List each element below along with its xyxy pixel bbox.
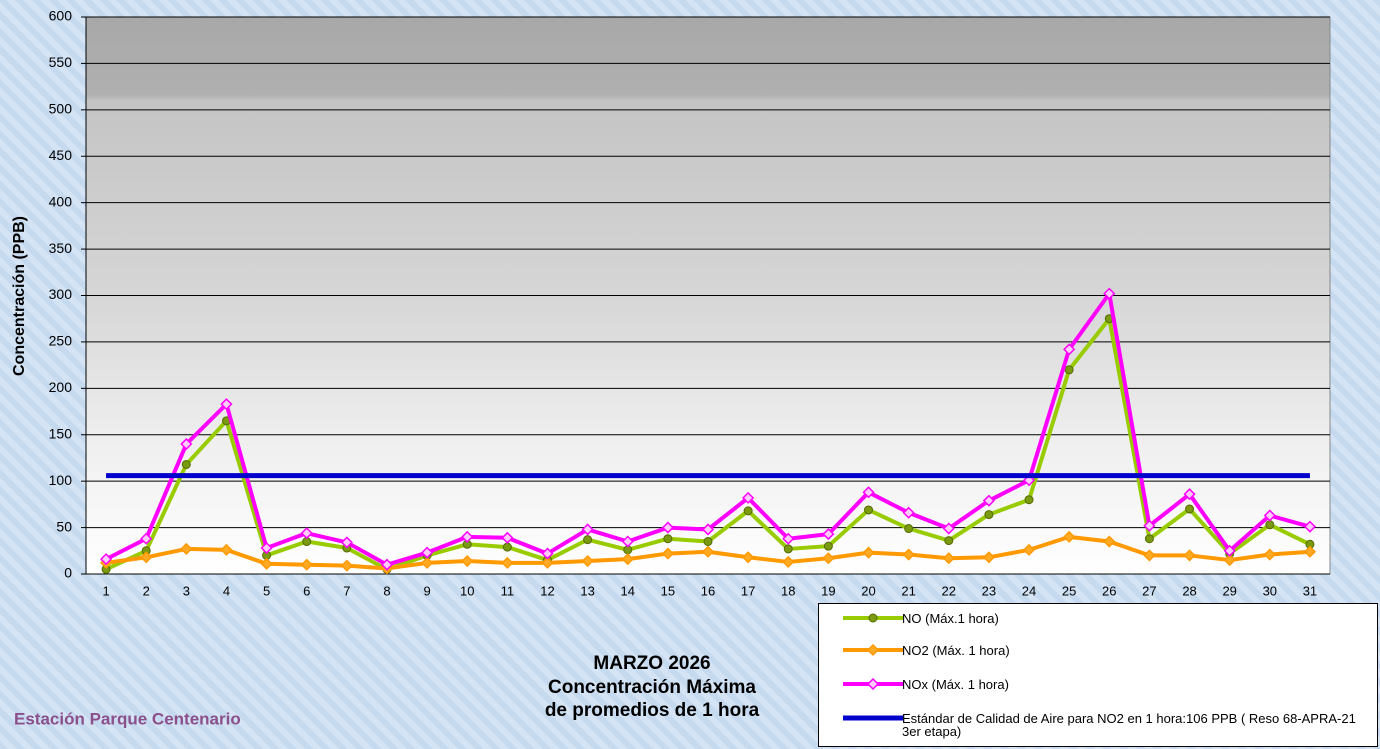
station-label: Estación Parque Centenario <box>14 709 241 728</box>
y-tick-label: 500 <box>49 101 73 117</box>
legend-marker <box>869 614 877 622</box>
legend-label: NOx (Máx. 1 hora) <box>902 678 1372 691</box>
x-tick-label: 27 <box>1142 583 1156 598</box>
legend-label: Estándar de Calidad de Aire para NO2 en … <box>902 712 1372 738</box>
marker <box>664 535 672 543</box>
marker <box>945 537 953 545</box>
y-tick-label: 400 <box>49 193 73 209</box>
x-tick-label: 4 <box>223 583 230 598</box>
marker <box>1145 535 1153 543</box>
chart-subtitle: Concentración Máxima <box>548 677 756 698</box>
legend-marker <box>868 645 878 655</box>
marker <box>1266 521 1274 529</box>
y-tick-label: 600 <box>49 8 73 24</box>
marker <box>1186 505 1194 513</box>
x-tick-label: 21 <box>901 583 915 598</box>
x-tick-label: 22 <box>942 583 956 598</box>
marker <box>704 538 712 546</box>
y-tick-label: 100 <box>49 472 73 488</box>
marker <box>865 506 873 514</box>
x-tick-label: 31 <box>1303 583 1317 598</box>
marker <box>503 543 511 551</box>
y-axis-label: Concentración (PPB) <box>11 216 28 376</box>
x-tick-label: 15 <box>661 583 675 598</box>
x-tick-label: 9 <box>423 583 430 598</box>
x-tick-label: 12 <box>540 583 554 598</box>
legend-swatch <box>843 642 903 658</box>
y-tick-label: 300 <box>49 286 73 302</box>
legend-swatch <box>843 710 903 726</box>
marker <box>584 536 592 544</box>
chart-title: MARZO 2026 <box>593 653 710 674</box>
marker <box>1025 496 1033 504</box>
marker <box>784 545 792 553</box>
y-tick-label: 550 <box>49 54 73 70</box>
y-tick-label: 200 <box>49 379 73 395</box>
x-tick-label: 24 <box>1022 583 1036 598</box>
x-tick-label: 30 <box>1263 583 1277 598</box>
legend-swatch <box>843 610 903 626</box>
y-tick-label: 350 <box>49 240 73 256</box>
marker <box>905 525 913 533</box>
marker <box>182 460 190 468</box>
x-tick-label: 18 <box>781 583 795 598</box>
x-tick-label: 28 <box>1182 583 1196 598</box>
marker <box>824 542 832 550</box>
x-tick-label: 29 <box>1222 583 1236 598</box>
x-tick-label: 25 <box>1062 583 1076 598</box>
chart-subtitle: de promedios de 1 hora <box>545 700 760 721</box>
y-tick-label: 0 <box>64 565 72 581</box>
x-tick-label: 16 <box>701 583 715 598</box>
x-tick-label: 17 <box>741 583 755 598</box>
legend-swatch <box>843 676 903 692</box>
x-tick-label: 11 <box>501 583 515 598</box>
x-tick-label: 2 <box>143 583 150 598</box>
x-tick-label: 6 <box>303 583 310 598</box>
x-tick-label: 10 <box>460 583 474 598</box>
x-tick-label: 23 <box>982 583 996 598</box>
marker <box>1065 366 1073 374</box>
marker <box>744 507 752 515</box>
legend-marker <box>868 679 878 689</box>
x-tick-label: 7 <box>343 583 350 598</box>
y-tick-label: 50 <box>56 518 72 534</box>
x-tick-label: 5 <box>263 583 270 598</box>
legend: NO (Máx.1 hora) NO2 (Máx. 1 hora) NOx (Máx… <box>818 603 1378 747</box>
legend-label: NO (Máx.1 hora) <box>902 612 1372 625</box>
x-tick-label: 8 <box>383 583 390 598</box>
page: Concentración (PPB) MARZO 2026 Concentra… <box>0 0 1380 749</box>
x-tick-label: 1 <box>102 583 109 598</box>
x-tick-label: 14 <box>621 583 635 598</box>
y-tick-label: 450 <box>49 147 73 163</box>
legend-label: NO2 (Máx. 1 hora) <box>902 644 1372 657</box>
y-tick-label: 250 <box>49 333 73 349</box>
x-tick-label: 19 <box>821 583 835 598</box>
y-tick-label: 150 <box>49 425 73 441</box>
x-tick-label: 26 <box>1102 583 1116 598</box>
x-tick-label: 20 <box>861 583 875 598</box>
x-tick-label: 3 <box>183 583 190 598</box>
marker <box>985 511 993 519</box>
x-tick-label: 13 <box>580 583 594 598</box>
